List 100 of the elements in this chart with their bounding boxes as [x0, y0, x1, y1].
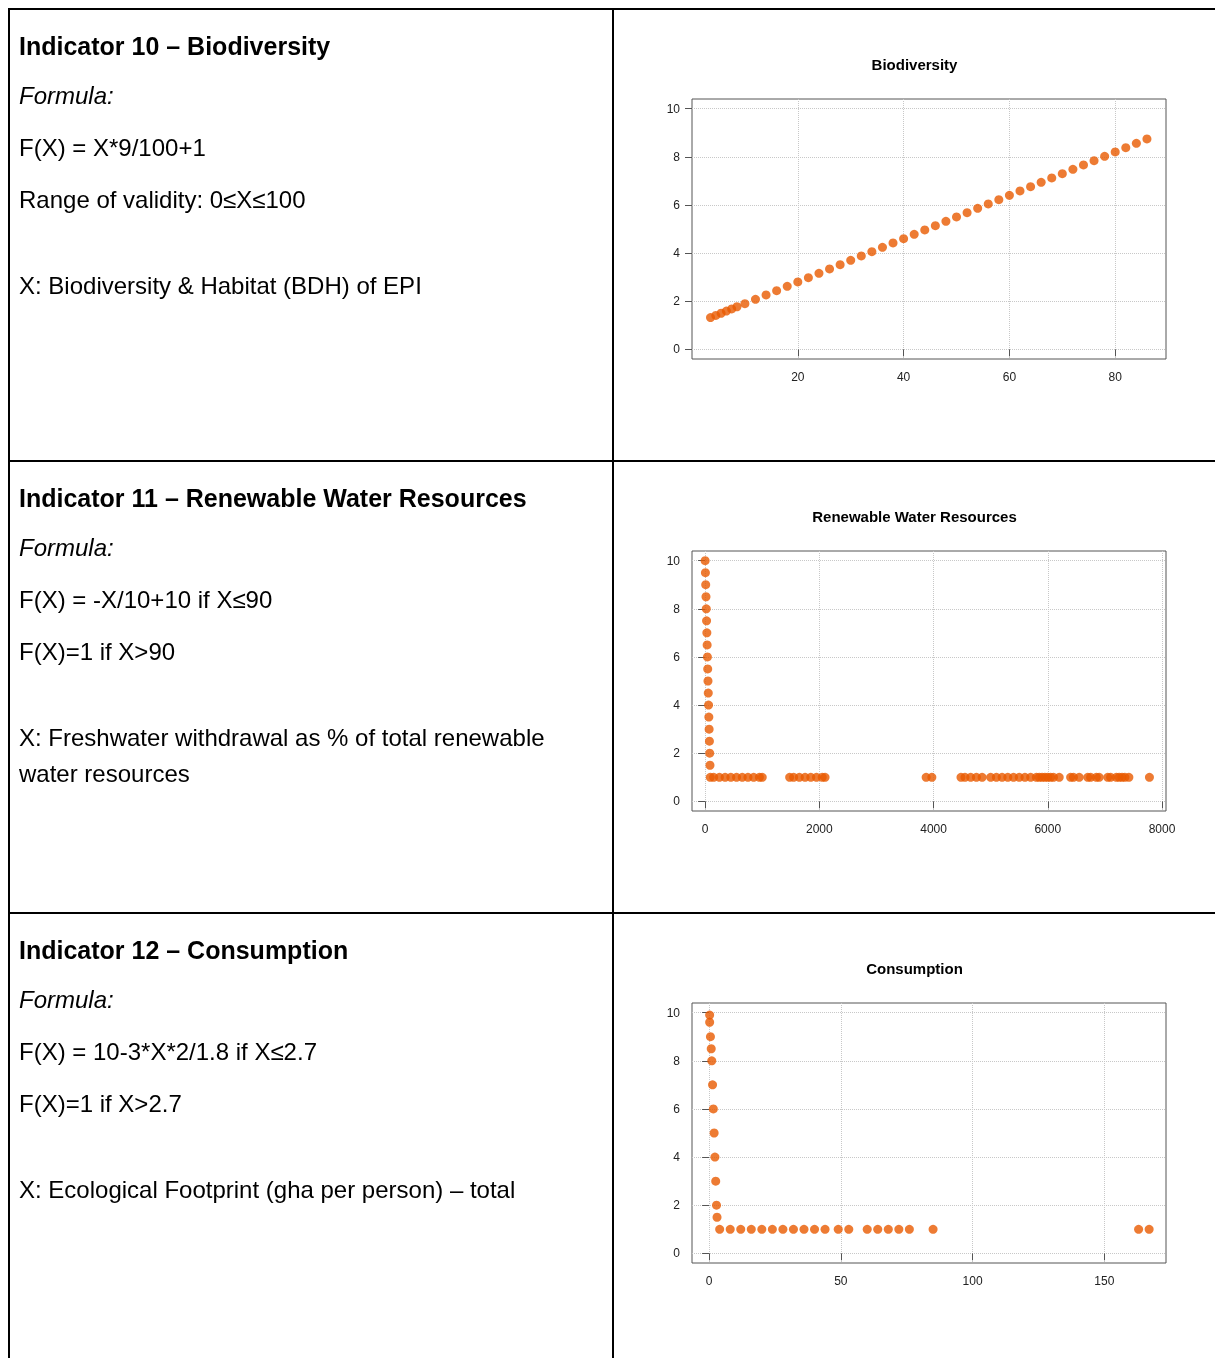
- text: Indicator 11 – Renewable Water Resources: [19, 483, 528, 514]
- point: [877, 242, 887, 252]
- y-tick-label: 2: [673, 746, 681, 761]
- x-tick-label: 60: [1002, 370, 1017, 384]
- point: [873, 1224, 883, 1234]
- y-tick-label: 8: [673, 601, 681, 616]
- point: [1134, 1224, 1144, 1234]
- text: Formula:: [19, 81, 115, 111]
- y-tick-label: 10: [666, 101, 681, 116]
- x-tick-label: 150: [1094, 1274, 1115, 1288]
- point: [941, 216, 951, 226]
- point: [1036, 177, 1046, 187]
- point: [778, 1224, 788, 1234]
- chart-title: Renewable Water Resources: [812, 508, 1017, 525]
- point: [994, 195, 1004, 205]
- y-tick-label: 0: [673, 794, 681, 809]
- point: [772, 286, 782, 296]
- point: [732, 302, 742, 312]
- point: [708, 1104, 718, 1114]
- point: [862, 1224, 872, 1234]
- point: [899, 234, 909, 244]
- y-tick-label: 0: [673, 1246, 681, 1261]
- text: F(X) = 10-3*X*2/1.8 if X≤2.7: [19, 1037, 318, 1067]
- point: [715, 1224, 725, 1234]
- x-tick-label: 80: [1108, 370, 1123, 384]
- point: [952, 212, 962, 222]
- x-tick-label: 0: [705, 1274, 713, 1288]
- point: [844, 1224, 854, 1234]
- point: [1144, 1224, 1154, 1234]
- point: [867, 247, 877, 257]
- y-tick-label: 10: [666, 553, 681, 568]
- point: [814, 268, 824, 278]
- point: [1015, 186, 1025, 196]
- point: [920, 225, 930, 235]
- point: [782, 281, 792, 291]
- x-tick-label: 6000: [1034, 822, 1062, 836]
- point: [888, 238, 898, 248]
- text: X: Biodiversity & Habitat (BDH) of EPI: [19, 271, 423, 301]
- point: [835, 260, 845, 270]
- point: [750, 294, 760, 304]
- text: F(X) = -X/10+10 if X≤90: [19, 585, 274, 615]
- point: [736, 1224, 746, 1234]
- point: [930, 221, 940, 231]
- point: [712, 1212, 722, 1222]
- point: [810, 1224, 820, 1234]
- point: [909, 229, 919, 239]
- point: [709, 1128, 719, 1138]
- point: [712, 1200, 721, 1210]
- point: [788, 1224, 798, 1234]
- point: [740, 299, 750, 309]
- point: [725, 1224, 735, 1234]
- chart-title: Biodiversity: [871, 56, 959, 73]
- point: [983, 199, 993, 209]
- point: [846, 255, 856, 265]
- x-tick-label: 4000: [920, 822, 948, 836]
- y-tick-label: 2: [673, 1198, 681, 1213]
- text: Formula:: [19, 985, 115, 1015]
- point: [711, 1176, 721, 1186]
- y-tick-label: 0: [673, 342, 681, 357]
- point: [894, 1224, 904, 1234]
- point: [710, 1152, 720, 1162]
- point: [803, 273, 813, 283]
- point: [793, 277, 803, 287]
- text: F(X)=1 if X>90: [19, 637, 177, 667]
- text: Indicator 12 – Consumption: [19, 935, 350, 966]
- point: [1078, 160, 1088, 170]
- y-tick-label: 6: [673, 649, 681, 664]
- point: [1047, 173, 1057, 183]
- point: [705, 1017, 715, 1027]
- text: F(X)=1 if X>2.7: [19, 1089, 183, 1119]
- y-tick-label: 8: [673, 1053, 681, 1068]
- point: [708, 1080, 718, 1090]
- x-tick-label: 20: [791, 370, 805, 384]
- point: [757, 1224, 767, 1234]
- point: [1131, 138, 1141, 148]
- y-tick-label: 4: [673, 1150, 681, 1165]
- text: Formula:: [19, 533, 115, 563]
- point: [928, 1224, 938, 1234]
- point: [1068, 164, 1078, 174]
- point: [962, 208, 972, 218]
- point: [705, 1032, 715, 1042]
- point: [706, 1044, 716, 1054]
- text: F(X) = X*9/100+1: [19, 133, 207, 163]
- point: [767, 1224, 777, 1234]
- x-tick-label: 100: [962, 1274, 983, 1288]
- y-tick-label: 8: [673, 149, 681, 164]
- x-tick-label: 8000: [1148, 822, 1176, 836]
- point: [707, 1056, 717, 1066]
- point: [761, 290, 771, 300]
- point: [820, 1224, 830, 1234]
- point: [799, 1224, 809, 1234]
- y-tick-label: 10: [666, 1005, 681, 1020]
- y-tick-label: 4: [673, 246, 681, 261]
- chart-title: Consumption: [866, 960, 963, 977]
- y-tick-label: 6: [673, 1101, 681, 1116]
- point: [1100, 151, 1110, 161]
- point: [1089, 156, 1099, 166]
- point: [883, 1224, 893, 1234]
- text: Range of validity: 0≤X≤100: [19, 185, 307, 215]
- point: [825, 264, 835, 274]
